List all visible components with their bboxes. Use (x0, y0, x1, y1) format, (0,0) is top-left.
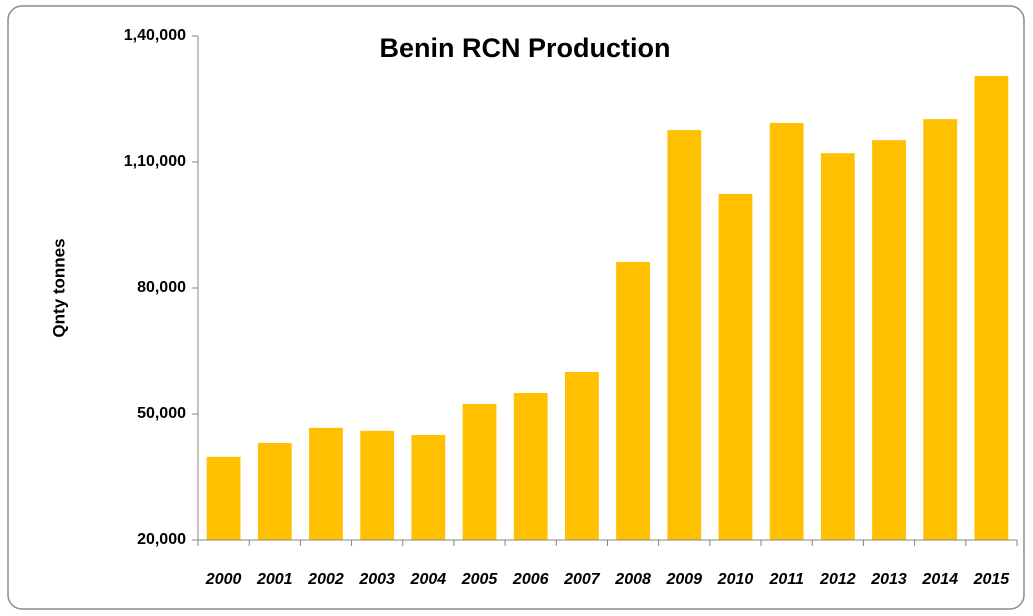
bar (820, 153, 855, 540)
bar (718, 193, 753, 541)
bar (462, 403, 497, 540)
bar (769, 122, 804, 540)
x-tick-label: 2014 (921, 571, 958, 588)
y-tick-label: 50,000 (137, 405, 186, 422)
x-tick-label: 2012 (819, 571, 856, 588)
x-tick-label: 2004 (410, 571, 447, 588)
x-tick-label: 2000 (205, 571, 242, 588)
bar (923, 119, 958, 540)
x-tick-label: 2008 (614, 571, 651, 588)
bar (872, 140, 906, 540)
y-tick-label: 20,000 (137, 531, 186, 548)
bar (257, 442, 292, 540)
x-tick-label: 2005 (461, 571, 499, 588)
bar (411, 435, 446, 540)
bar (616, 261, 650, 540)
bar (309, 427, 343, 540)
x-tick-label: 2006 (512, 571, 549, 588)
bar (667, 130, 702, 540)
y-tick-label: 1,40,000 (124, 27, 186, 44)
bar (513, 393, 548, 540)
x-tick-label: 2007 (563, 571, 601, 588)
y-axis-label: Qnty tonnes (49, 238, 68, 337)
x-tick-label: 2013 (870, 571, 907, 588)
bar (974, 75, 1009, 541)
x-tick-label: 2011 (768, 571, 804, 588)
bar (565, 372, 599, 540)
y-tick-label: 80,000 (137, 279, 186, 296)
bar (206, 456, 241, 540)
x-tick-label: 2002 (307, 571, 344, 588)
x-tick-label: 2010 (717, 571, 754, 588)
bar (360, 430, 395, 540)
x-tick-label: 2015 (973, 571, 1011, 588)
chart-title: Benin RCN Production (380, 33, 671, 63)
y-tick-label: 1,10,000 (124, 153, 186, 170)
x-tick-label: 2003 (358, 571, 395, 588)
x-tick-label: 2009 (665, 571, 702, 588)
x-tick-label: 2001 (256, 571, 293, 588)
